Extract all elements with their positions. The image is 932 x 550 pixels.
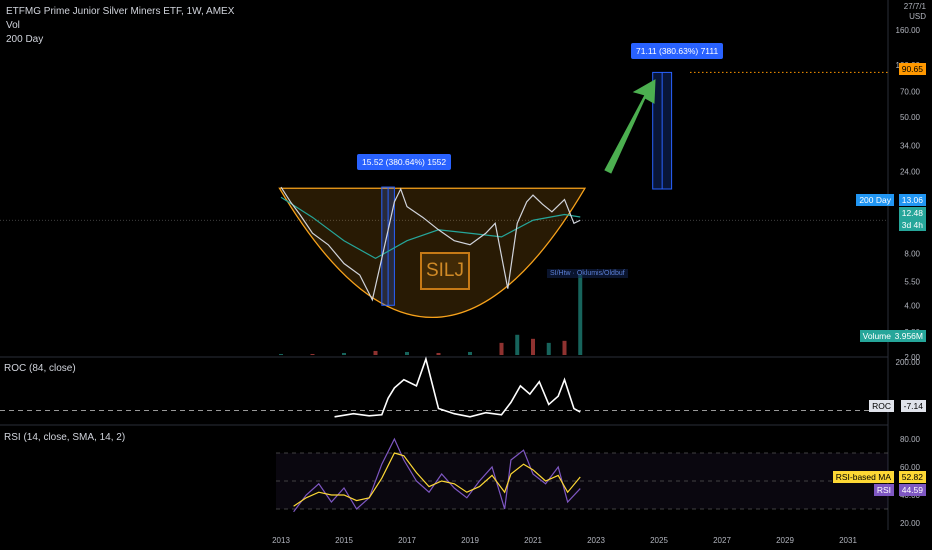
volume-bar <box>310 353 315 355</box>
vol-legend[interactable]: Vol <box>6 20 20 31</box>
volume-tag-value: 3.956M <box>891 330 926 342</box>
countdown-tag: 3d 4h <box>898 219 926 231</box>
time-tick: 2015 <box>335 536 353 545</box>
price-tick: 8.00 <box>904 250 920 259</box>
rsi-pane-title[interactable]: RSI (14, close, SMA, 14, 2) <box>4 432 126 443</box>
volume-bars <box>279 275 583 355</box>
grid-lines <box>0 0 889 530</box>
measure-box-1-label[interactable]: 15.52 (380.64%) 1552 <box>357 154 452 170</box>
currency-line-2: USD <box>909 12 926 21</box>
rsi-ma-tag-label: RSI-based MA <box>832 471 894 483</box>
roc-series <box>334 356 581 418</box>
volume-bar <box>342 352 346 355</box>
volume-bar <box>515 334 520 355</box>
volume-tag-label: Volume <box>859 330 894 342</box>
time-tick: 2027 <box>713 536 731 545</box>
target-price-tag: 90.65 <box>898 63 926 75</box>
ma-tag-value: 13.06 <box>898 194 926 206</box>
volume-bar <box>436 352 441 355</box>
roc-line <box>334 356 581 418</box>
volume-bar <box>562 340 567 355</box>
rsi-series <box>293 437 581 513</box>
rsi-ma-line <box>293 452 581 507</box>
time-tick: 2023 <box>587 536 605 545</box>
currency-line-1: 27/7/1 <box>903 2 926 11</box>
volume-bar <box>468 351 472 355</box>
volume-bar <box>546 342 551 355</box>
ma-tag-label: 200 Day <box>856 194 894 206</box>
news-label[interactable]: SI/Htw · Oklumis/Oldbuf <box>547 269 628 278</box>
time-tick: 2025 <box>650 536 668 545</box>
price-series <box>280 186 581 302</box>
time-tick: 2021 <box>524 536 542 545</box>
price-tick: 160.00 <box>896 26 921 35</box>
rsi-tick: 80.00 <box>900 435 921 444</box>
time-tick: 2031 <box>839 536 857 545</box>
rsi-tag-label: RSI <box>873 484 894 496</box>
price-tick: 5.50 <box>904 278 920 287</box>
volume-bar <box>405 351 409 355</box>
rsi-tag-value: 44.59 <box>898 484 926 496</box>
target-arrow <box>604 79 656 174</box>
rsi-line <box>293 437 581 513</box>
price-tick: 24.00 <box>900 168 921 177</box>
price-tick: 34.00 <box>900 142 921 151</box>
volume-bar <box>531 338 535 355</box>
roc-tick: 200.00 <box>896 358 921 367</box>
price-tick: 70.00 <box>900 88 921 97</box>
time-tick: 2013 <box>272 536 290 545</box>
price-line <box>280 186 581 302</box>
ticker-watermark: SILJ <box>420 252 470 290</box>
symbol-title[interactable]: ETFMG Prime Junior Silver Miners ETF, 1W… <box>6 6 235 17</box>
volume-bar <box>373 350 378 355</box>
last-price-tag: 12.48 <box>898 207 926 219</box>
rsi-tick: 60.00 <box>900 463 921 472</box>
time-tick: 2019 <box>461 536 479 545</box>
volume-bar <box>499 342 504 355</box>
price-tick: 50.00 <box>900 113 921 122</box>
rsi-tick: 20.00 <box>900 519 921 528</box>
time-tick: 2029 <box>776 536 794 545</box>
time-tick: 2017 <box>398 536 416 545</box>
rsi-ma-tag-value: 52.82 <box>898 471 926 483</box>
ma-legend[interactable]: 200 Day <box>6 34 44 45</box>
roc-tag-label: ROC <box>869 400 894 412</box>
roc-tag-value: -7.14 <box>900 400 926 412</box>
volume-bar <box>578 275 583 355</box>
currency-label: 27/7/1 USD <box>904 2 926 22</box>
price-tick: 4.00 <box>904 301 920 310</box>
volume-bar <box>279 353 283 355</box>
roc-pane-title[interactable]: ROC (84, close) <box>4 363 76 374</box>
price-tick: 2.00 <box>904 353 920 362</box>
measure-box-2-label[interactable]: 71.11 (380.63%) 7111 <box>631 43 724 59</box>
